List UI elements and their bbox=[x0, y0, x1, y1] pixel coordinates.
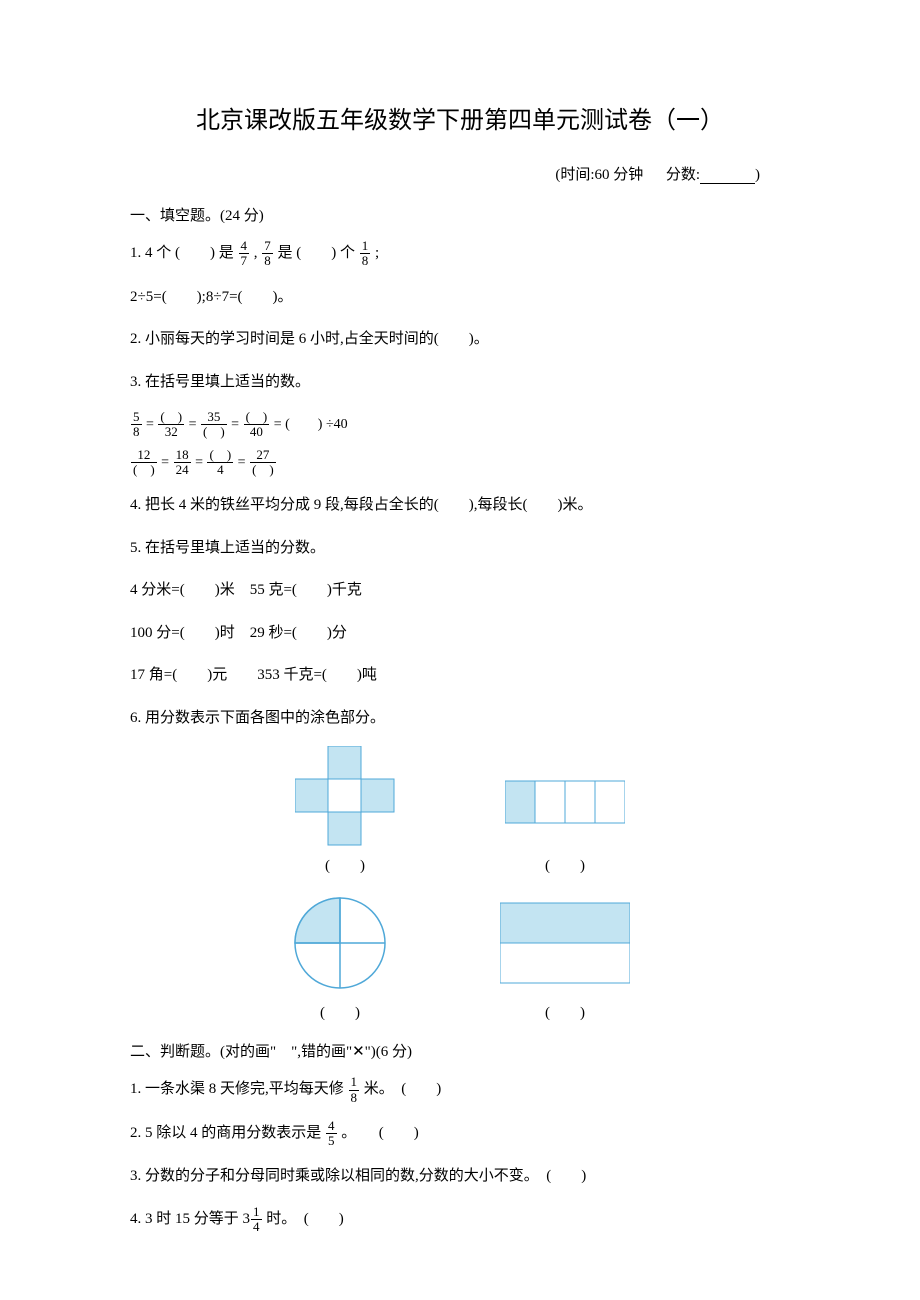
s2-q4: 4. 3 时 15 分等于 314 时。 ( ) bbox=[130, 1205, 790, 1235]
page-title: 北京课改版五年级数学下册第四单元测试卷（一） bbox=[130, 100, 790, 135]
s2-q2-a: 2. 5 除以 4 的商用分数表示是 bbox=[130, 1125, 321, 1141]
frac-7-8: 78 bbox=[262, 239, 273, 269]
figure-cross: ( ) bbox=[295, 746, 395, 875]
s2-q1-a: 1. 一条水渠 8 天修完,平均每天修 bbox=[130, 1082, 344, 1098]
q6: 6. 用分数表示下面各图中的涂色部分。 bbox=[130, 704, 790, 733]
time-label: (时间:60 分钟 bbox=[555, 167, 643, 183]
s2-q2: 2. 5 除以 4 的商用分数表示是 45 。 ( ) bbox=[130, 1119, 790, 1149]
q1-text-a: 1. 4 个 ( ) 是 bbox=[130, 245, 234, 261]
section1-header: 一、填空题。(24 分) bbox=[130, 204, 790, 225]
s2-q3: 3. 分数的分子和分母同时乘或除以相同的数,分数的大小不变。 ( ) bbox=[130, 1162, 790, 1191]
close-paren: ) bbox=[755, 167, 760, 183]
bar-svg bbox=[505, 746, 625, 846]
q3-eq2: 12( ) = 1824 = ( )4 = 27( ) bbox=[130, 448, 790, 478]
score-label: 分数: bbox=[666, 167, 700, 183]
q1-line2: 2÷5=( );8÷7=( )。 bbox=[130, 283, 790, 312]
q1-text-b: , bbox=[254, 245, 258, 261]
figure-bar: ( ) bbox=[505, 746, 625, 875]
figures-row-1: ( ) ( ) bbox=[130, 746, 790, 875]
figure-rect: ( ) bbox=[500, 893, 630, 1022]
frac-1-8: 18 bbox=[360, 239, 371, 269]
figure-caption-3: ( ) bbox=[320, 1001, 360, 1022]
q4: 4. 把长 4 米的铁丝平均分成 9 段,每段占全长的( ),每段长( )米。 bbox=[130, 491, 790, 520]
meta-line: (时间:60 分钟 分数:) bbox=[130, 163, 790, 184]
figure-caption-2: ( ) bbox=[545, 854, 585, 875]
s2-q4-a: 4. 3 时 15 分等于 3 bbox=[130, 1211, 250, 1227]
cross-svg bbox=[295, 746, 395, 846]
s2-q1: 1. 一条水渠 8 天修完,平均每天修 18 米。 ( ) bbox=[130, 1075, 790, 1105]
frac-1-8-b: 18 bbox=[349, 1075, 360, 1105]
q1-text-d: ; bbox=[375, 245, 379, 261]
q3: 3. 在括号里填上适当的数。 bbox=[130, 368, 790, 397]
q1-text-c: 是 ( ) 个 bbox=[278, 245, 356, 261]
q5-l3: 17 角=( )元 353 千克=( )吨 bbox=[130, 661, 790, 690]
q3-eq1: 58 = ( )32 = 35( ) = ( )40 = ( ) ÷40 bbox=[130, 410, 790, 440]
q5-l1: 4 分米=( )米 55 克=( )千克 bbox=[130, 576, 790, 605]
figure-circle: ( ) bbox=[290, 893, 390, 1022]
circle-svg bbox=[290, 893, 390, 993]
score-blank bbox=[700, 183, 755, 184]
figure-caption-4: ( ) bbox=[545, 1001, 585, 1022]
section2-header: 二、判断题。(对的画" ",错的画"✕")(6 分) bbox=[130, 1040, 790, 1061]
frac-4-7: 47 bbox=[239, 239, 250, 269]
frac-4-5: 45 bbox=[326, 1119, 337, 1149]
figure-caption-1: ( ) bbox=[325, 854, 365, 875]
s2-q2-b: 。 ( ) bbox=[341, 1125, 419, 1141]
q2: 2. 小丽每天的学习时间是 6 小时,占全天时间的( )。 bbox=[130, 325, 790, 354]
q1: 1. 4 个 ( ) 是 47 , 78 是 ( ) 个 18 ; bbox=[130, 239, 790, 269]
figures-row-2: ( ) ( ) bbox=[130, 893, 790, 1022]
frac-1-4: 14 bbox=[251, 1205, 262, 1235]
s2-q1-b: 米。 ( ) bbox=[364, 1082, 442, 1098]
q5-l2: 100 分=( )时 29 秒=( )分 bbox=[130, 619, 790, 648]
s2-q4-b: 时。 ( ) bbox=[266, 1211, 344, 1227]
q5-header: 5. 在括号里填上适当的分数。 bbox=[130, 534, 790, 563]
rect-svg bbox=[500, 893, 630, 993]
